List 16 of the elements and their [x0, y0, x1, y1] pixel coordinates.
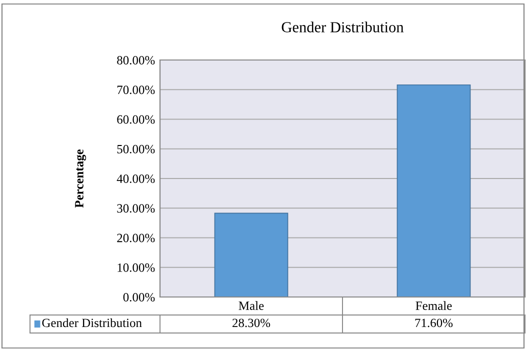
y-tick-label: 30.00%	[117, 204, 155, 213]
y-tick-label: 70.00%	[117, 86, 155, 94]
y-tick-label: 10.00%	[118, 263, 155, 272]
data-label: 71.60%	[415, 318, 453, 328]
chart-title: Gender Distribution	[282, 22, 404, 32]
y-tick-label: 40.00%	[116, 174, 155, 184]
y-tick-label: 20.00%	[117, 234, 155, 242]
x-tick-label: Female	[416, 301, 452, 310]
y-tick-label: 50.00%	[117, 144, 155, 154]
data-label: 28.30%	[232, 318, 270, 328]
x-tick-label: Male	[238, 301, 264, 310]
y-tick-label: 80.00%	[117, 56, 155, 65]
y-tick-label: 60.00%	[117, 115, 155, 124]
y-tick-label: 0.00%	[123, 293, 155, 302]
y-axis-title: Percentage	[75, 149, 86, 208]
legend-label: Gender Distribution	[42, 318, 142, 328]
